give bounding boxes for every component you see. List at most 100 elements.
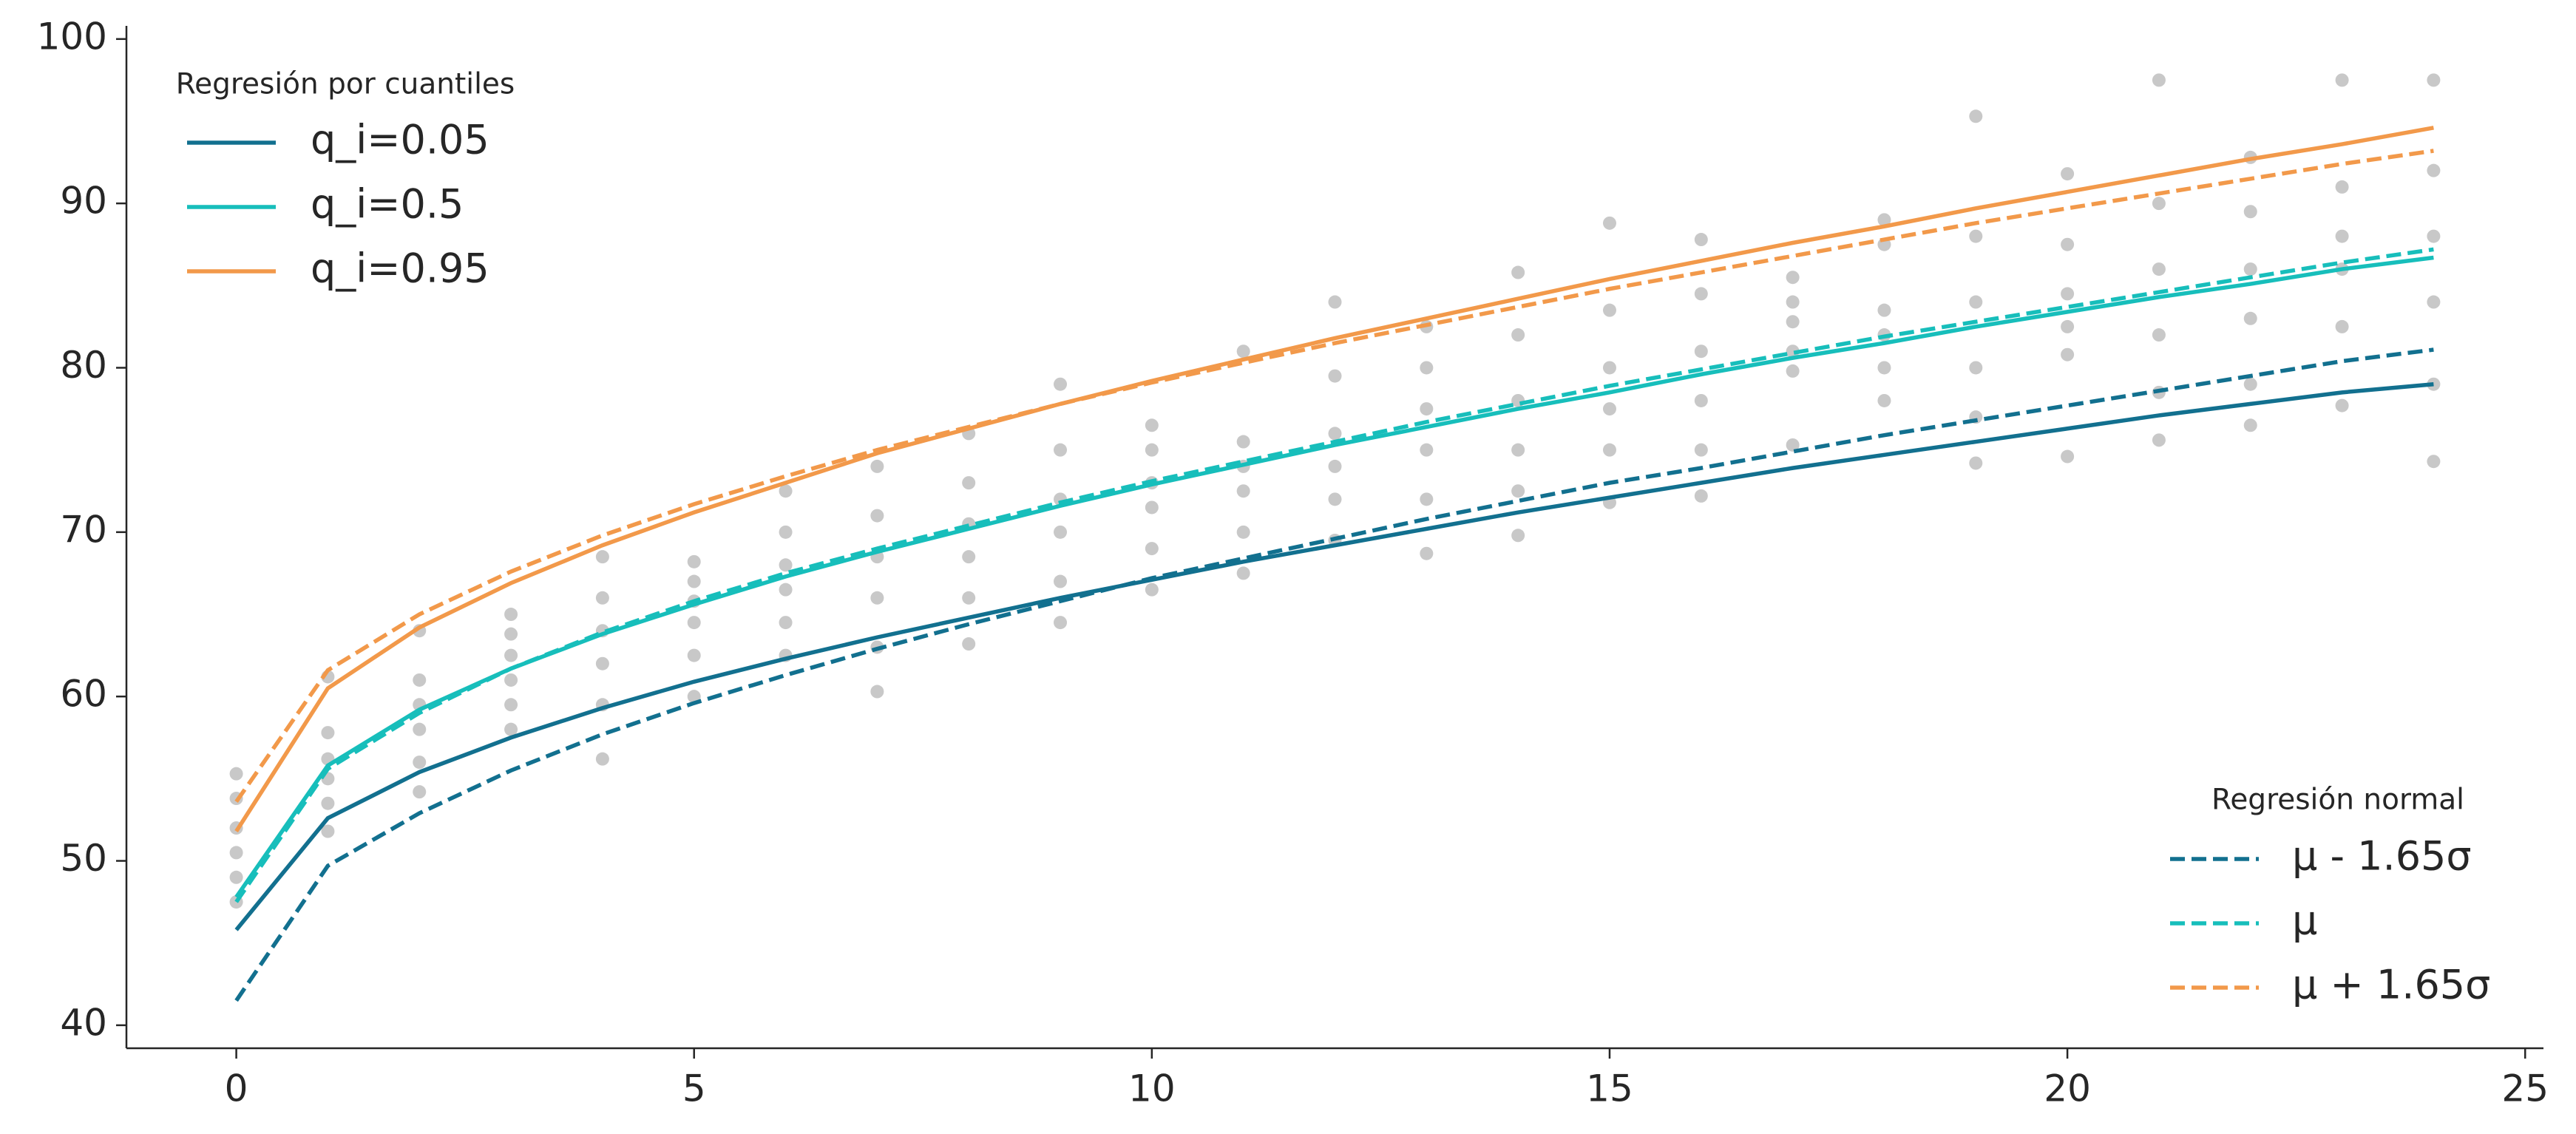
scatter-point <box>2335 180 2349 194</box>
scatter-point <box>1511 328 1525 342</box>
scatter-point <box>1236 344 1250 359</box>
scatter-point <box>1328 295 1342 309</box>
scatter-point <box>229 846 243 860</box>
scatter-point <box>321 726 335 740</box>
scatter-point <box>1969 361 1983 375</box>
scatter-point <box>779 525 793 539</box>
legend-label: μ <box>2292 897 2317 944</box>
scatter-point <box>1511 484 1525 498</box>
scatter-point <box>687 690 701 704</box>
scatter-point <box>2061 347 2075 361</box>
scatter-point <box>1420 492 1434 506</box>
scatter-point <box>2243 205 2257 219</box>
scatter-point <box>1511 529 1525 543</box>
scatter-point <box>229 767 243 781</box>
line-series <box>234 255 2434 899</box>
scatter-point <box>321 824 335 838</box>
legend-label: q_i=0.5 <box>311 181 464 228</box>
scatter-point <box>962 476 976 490</box>
scatter-point <box>1786 315 1800 329</box>
scatter-point <box>779 616 793 630</box>
x-tick-label: 0 <box>225 1067 248 1110</box>
legend-title: Regresión normal <box>2211 784 2464 817</box>
scatter-point <box>1145 443 1159 457</box>
scatter-point <box>1236 435 1250 449</box>
scatter-point <box>1877 213 1891 227</box>
line-series <box>234 247 2434 903</box>
y-tick-label: 40 <box>60 1001 107 1044</box>
scatter-point <box>1328 427 1342 441</box>
scatter-point <box>1328 459 1342 473</box>
y-tick-label: 50 <box>60 837 107 880</box>
line-series <box>234 126 2434 832</box>
scatter-point <box>2243 262 2257 276</box>
x-tick-label: 25 <box>2501 1067 2549 1110</box>
scatter-point <box>1969 109 1983 123</box>
scatter-point <box>1877 303 1891 317</box>
scatter-point <box>1145 418 1159 432</box>
scatter-point <box>595 591 609 605</box>
y-tick-label: 70 <box>60 508 107 551</box>
legend-label: μ - 1.65σ <box>2292 833 2472 880</box>
scatter-point <box>1511 393 1525 407</box>
legend-title: Regresión por cuantiles <box>176 68 515 101</box>
scatter-point <box>2335 319 2349 333</box>
scatter-point <box>1236 484 1250 498</box>
scatter-point <box>1602 303 1616 317</box>
legend-label: μ + 1.65σ <box>2292 962 2490 1008</box>
scatter-point <box>504 722 518 736</box>
legend-label: q_i=0.05 <box>311 117 489 163</box>
scatter-point <box>1694 489 1708 503</box>
scatter-point <box>2243 311 2257 325</box>
scatter-point <box>1694 443 1708 457</box>
scatter-point <box>1969 229 1983 243</box>
scatter-point <box>1145 500 1159 515</box>
scatter-point <box>1420 443 1434 457</box>
scatter-point <box>1054 574 1068 588</box>
scatter-point <box>595 656 609 670</box>
scatter-point <box>2427 163 2441 177</box>
scatter-point <box>2427 295 2441 309</box>
scatter-point <box>779 558 793 572</box>
scatter-point <box>2061 167 2075 181</box>
scatter-point <box>870 591 884 605</box>
scatter-point <box>962 591 976 605</box>
scatter-point <box>870 685 884 699</box>
scatter-point <box>1877 361 1891 375</box>
scatter-point <box>687 616 701 630</box>
scatter-point <box>2427 455 2441 469</box>
scatter-point <box>1236 566 1250 580</box>
scatter-point <box>1694 344 1708 359</box>
scatter-point <box>413 756 427 770</box>
scatter-point <box>1969 295 1983 309</box>
line-series <box>234 347 2434 1002</box>
scatter-point <box>687 574 701 588</box>
line-series <box>234 149 2434 804</box>
scatter-point <box>504 608 518 622</box>
scatter-point <box>2427 229 2441 243</box>
scatter-point <box>870 459 884 473</box>
scatter-point <box>2243 418 2257 432</box>
scatter-point <box>321 796 335 810</box>
x-tick-label: 15 <box>1586 1067 1633 1110</box>
scatter-point <box>1602 361 1616 375</box>
scatter-point <box>687 554 701 568</box>
line-series <box>234 381 2434 931</box>
y-tick-label: 80 <box>60 344 107 387</box>
scatter-point <box>504 627 518 641</box>
legend-label: q_i=0.95 <box>311 245 489 292</box>
scatter-point <box>1786 364 1800 378</box>
scatter-point <box>1786 438 1800 452</box>
scatter-point <box>1694 233 1708 247</box>
scatter-point <box>2335 229 2349 243</box>
scatter-point <box>595 550 609 564</box>
y-tick-label: 90 <box>60 180 107 223</box>
scatter-point <box>1145 583 1159 597</box>
scatter-point <box>1602 216 1616 230</box>
scatter-point <box>2335 398 2349 412</box>
scatter-point <box>1054 443 1068 457</box>
scatter-point <box>1420 546 1434 560</box>
scatter-point <box>1236 525 1250 539</box>
scatter-point <box>413 785 427 799</box>
scatter-point <box>2061 319 2075 333</box>
